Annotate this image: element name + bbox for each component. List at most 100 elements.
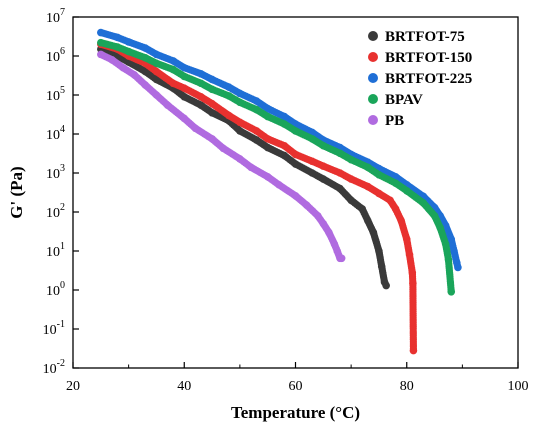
data-point — [319, 175, 328, 183]
data-point — [97, 28, 105, 37]
data-point — [291, 127, 300, 135]
data-point — [319, 219, 328, 228]
data-point — [375, 170, 383, 179]
legend-label: BPAV — [385, 92, 423, 108]
data-point — [247, 163, 255, 172]
data-point — [141, 67, 150, 76]
data-point — [409, 346, 418, 355]
data-point — [336, 169, 344, 177]
x-tick-label: 40 — [177, 379, 191, 394]
y-tick-label: 10-2 — [43, 358, 65, 377]
data-point — [163, 101, 172, 109]
data-point — [291, 160, 300, 168]
data-point — [391, 205, 400, 213]
data-point — [224, 111, 233, 120]
data-point — [180, 84, 189, 92]
data-point — [236, 89, 244, 98]
data-point — [108, 55, 116, 64]
data-points — [97, 28, 462, 355]
data-point — [252, 97, 261, 105]
data-point — [386, 196, 394, 205]
data-point — [436, 223, 444, 232]
data-point — [444, 255, 453, 264]
data-point — [169, 65, 177, 74]
data-point — [236, 155, 244, 163]
data-point — [208, 135, 216, 143]
data-point — [236, 98, 244, 107]
data-point — [391, 179, 400, 187]
legend-label: PB — [385, 113, 404, 129]
legend-label: BRTFOT-150 — [385, 50, 472, 66]
data-point — [208, 99, 216, 108]
legend-item: BRTFOT-225 — [368, 71, 472, 87]
data-point — [382, 281, 390, 290]
data-point — [180, 92, 189, 101]
data-point — [325, 228, 333, 237]
data-point — [441, 240, 450, 248]
data-point — [252, 127, 261, 135]
data-point — [152, 75, 161, 84]
data-point — [97, 50, 105, 59]
data-point — [191, 124, 200, 133]
data-point — [313, 211, 322, 220]
y-tick-label: 103 — [46, 163, 65, 182]
data-point — [130, 70, 138, 79]
x-tick-label: 20 — [66, 379, 80, 394]
x-tick-label: 100 — [508, 379, 529, 394]
data-point — [263, 112, 272, 121]
data-point — [397, 216, 405, 225]
data-point — [169, 79, 177, 88]
data-point — [141, 81, 150, 89]
x-axis-label: Temperature (°C) — [231, 403, 360, 422]
legend-marker — [368, 52, 378, 62]
y-tick-label: 101 — [46, 241, 65, 260]
legend-item: PB — [368, 113, 404, 129]
data-point — [275, 180, 283, 189]
y-tick-label: 106 — [46, 46, 65, 65]
data-point — [291, 150, 300, 159]
data-point — [263, 143, 272, 152]
data-point — [308, 157, 316, 166]
data-point — [375, 247, 383, 255]
data-point — [347, 155, 355, 164]
data-point — [291, 192, 300, 200]
data-point — [252, 136, 261, 144]
data-point — [280, 120, 289, 128]
data-point — [330, 240, 339, 248]
data-point — [409, 279, 417, 287]
data-point — [180, 114, 189, 123]
x-tick-label: 60 — [289, 379, 303, 394]
data-point — [224, 83, 233, 91]
legend-label: BRTFOT-225 — [385, 71, 472, 87]
data-point — [358, 205, 367, 213]
y-tick-label: 105 — [46, 85, 65, 104]
data-point — [408, 268, 417, 277]
legend-item: BRTFOT-150 — [368, 50, 472, 66]
legend-item: BPAV — [368, 92, 423, 108]
data-point — [364, 163, 372, 172]
data-point — [169, 57, 177, 65]
y-axis-ticks: 10-2 10-1 100 101 102 103 104 105 106 107 — [43, 7, 79, 377]
data-point — [450, 247, 458, 255]
legend-marker — [368, 73, 378, 83]
data-point — [377, 262, 386, 271]
x-axis-ticks: 20 40 60 80 100 — [66, 362, 529, 394]
data-point — [208, 108, 216, 117]
data-point — [280, 112, 289, 121]
data-point — [364, 216, 372, 225]
legend-item: BRTFOT-75 — [368, 29, 465, 45]
data-point — [405, 250, 414, 259]
data-point — [375, 189, 383, 198]
data-point — [124, 47, 133, 56]
data-point — [308, 135, 316, 143]
data-point — [430, 211, 439, 220]
legend: BRTFOT-75 BRTFOT-150 BRTFOT-225 BPAV PB — [368, 29, 472, 129]
data-point — [347, 175, 355, 183]
y-axis-label: G' (Pa) — [7, 166, 26, 218]
data-point — [224, 92, 233, 100]
data-point — [197, 92, 205, 101]
data-point — [454, 263, 462, 272]
data-point — [369, 228, 378, 237]
data-point — [252, 105, 261, 114]
